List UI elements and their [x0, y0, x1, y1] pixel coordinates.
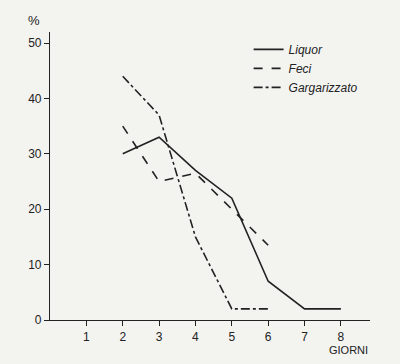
- svg-text:40: 40: [28, 92, 42, 106]
- svg-text:8: 8: [338, 330, 345, 344]
- svg-text:10: 10: [28, 258, 42, 272]
- svg-text:4: 4: [192, 330, 199, 344]
- svg-text:50: 50: [28, 36, 42, 50]
- svg-text:Liquor: Liquor: [289, 43, 323, 57]
- svg-text:30: 30: [28, 147, 42, 161]
- svg-text:0: 0: [35, 313, 42, 327]
- svg-text:3: 3: [156, 330, 163, 344]
- svg-text:1: 1: [83, 330, 90, 344]
- svg-text:Feci: Feci: [289, 62, 312, 76]
- svg-text:20: 20: [28, 202, 42, 216]
- svg-text:%: %: [28, 13, 40, 28]
- svg-text:GIORNI: GIORNI: [329, 344, 368, 356]
- svg-text:5: 5: [228, 330, 235, 344]
- svg-text:6: 6: [265, 330, 272, 344]
- svg-text:2: 2: [119, 330, 126, 344]
- svg-text:7: 7: [301, 330, 308, 344]
- svg-text:Gargarizzato: Gargarizzato: [289, 81, 358, 95]
